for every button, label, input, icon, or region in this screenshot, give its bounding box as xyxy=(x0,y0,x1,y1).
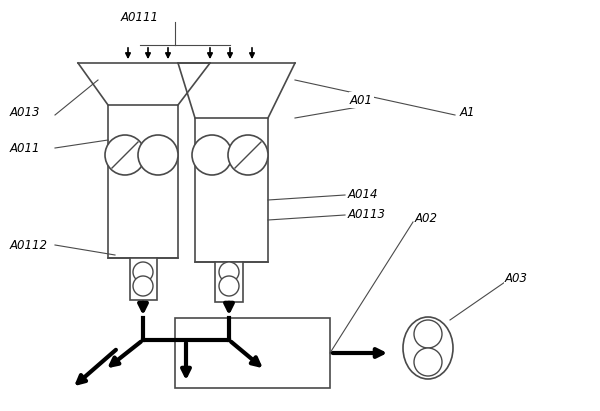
Circle shape xyxy=(414,348,442,376)
Text: A1: A1 xyxy=(460,106,476,118)
Circle shape xyxy=(228,135,268,175)
Bar xyxy=(108,105,178,258)
Text: A0113: A0113 xyxy=(348,208,386,222)
Bar xyxy=(130,258,157,300)
Text: A014: A014 xyxy=(348,189,379,201)
Text: A013: A013 xyxy=(10,106,41,118)
Text: A01: A01 xyxy=(350,93,373,106)
Circle shape xyxy=(138,135,178,175)
Circle shape xyxy=(105,135,145,175)
Text: A02: A02 xyxy=(415,212,438,224)
Bar xyxy=(215,262,243,302)
Text: A011: A011 xyxy=(10,141,41,155)
Bar xyxy=(175,318,330,388)
Text: A03: A03 xyxy=(505,272,528,284)
Bar xyxy=(195,118,268,262)
Circle shape xyxy=(133,276,153,296)
Text: A0111: A0111 xyxy=(121,12,159,25)
Circle shape xyxy=(192,135,232,175)
Circle shape xyxy=(414,320,442,348)
Text: A0112: A0112 xyxy=(10,238,48,252)
Ellipse shape xyxy=(403,317,453,379)
Circle shape xyxy=(219,276,239,296)
Circle shape xyxy=(219,262,239,282)
Circle shape xyxy=(133,262,153,282)
